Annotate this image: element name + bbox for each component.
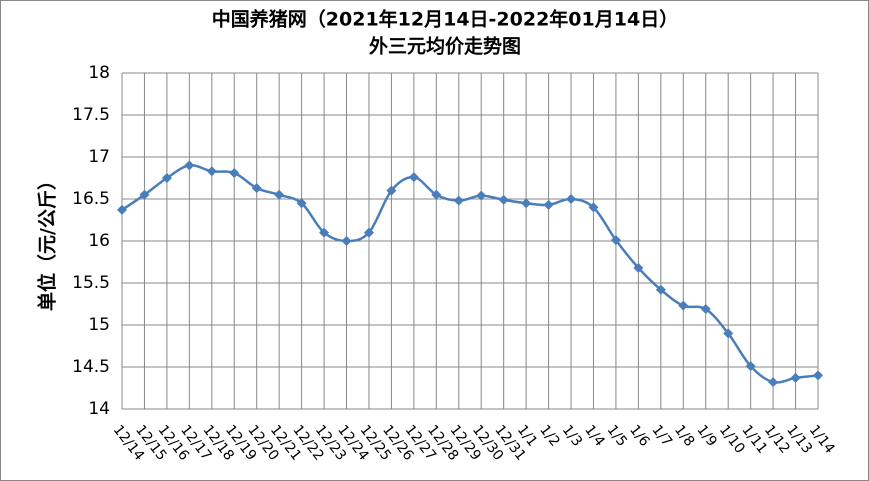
y-tick-label: 16.5: [72, 189, 110, 209]
chart-title: 中国养猪网（2021年12月14日-2022年01月14日）: [212, 8, 678, 31]
marker: [341, 236, 352, 246]
marker: [296, 198, 307, 209]
y-tick-label: 14.5: [72, 357, 110, 377]
y-tick-label: 17: [88, 147, 110, 167]
chart-subtitle: 外三元均价走势图: [369, 35, 521, 58]
marker: [588, 202, 599, 213]
y-tick-label: 15.5: [72, 273, 110, 293]
marker: [543, 199, 554, 210]
marker: [386, 185, 397, 196]
marker: [161, 173, 172, 183]
marker: [813, 370, 823, 381]
marker: [184, 160, 195, 171]
marker: [566, 194, 577, 204]
y-tick-label: 17.5: [72, 105, 110, 125]
marker: [274, 189, 285, 200]
marker: [431, 189, 442, 200]
marker: [476, 190, 487, 201]
marker: [745, 361, 756, 372]
marker: [251, 183, 262, 194]
y-axis-label: 单位（元/公斤）: [36, 171, 59, 311]
marker: [117, 204, 127, 215]
marker: [700, 304, 711, 315]
marker: [139, 189, 150, 200]
marker: [790, 372, 801, 383]
marker: [521, 198, 532, 209]
marker: [408, 172, 419, 183]
marker: [678, 300, 689, 311]
marker: [453, 195, 464, 206]
marker: [633, 262, 644, 273]
y-tick-label: 15: [88, 315, 110, 335]
marker: [363, 227, 374, 238]
y-tick-label: 18: [88, 63, 110, 83]
y-tick-label: 14: [88, 399, 110, 419]
marker: [655, 284, 666, 295]
marker: [229, 167, 240, 178]
marker: [723, 328, 734, 339]
y-tick-label: 16: [88, 231, 110, 251]
marker: [206, 166, 217, 177]
marker: [498, 194, 509, 205]
marker: [768, 377, 779, 388]
marker: [610, 235, 621, 246]
marker: [319, 227, 330, 238]
